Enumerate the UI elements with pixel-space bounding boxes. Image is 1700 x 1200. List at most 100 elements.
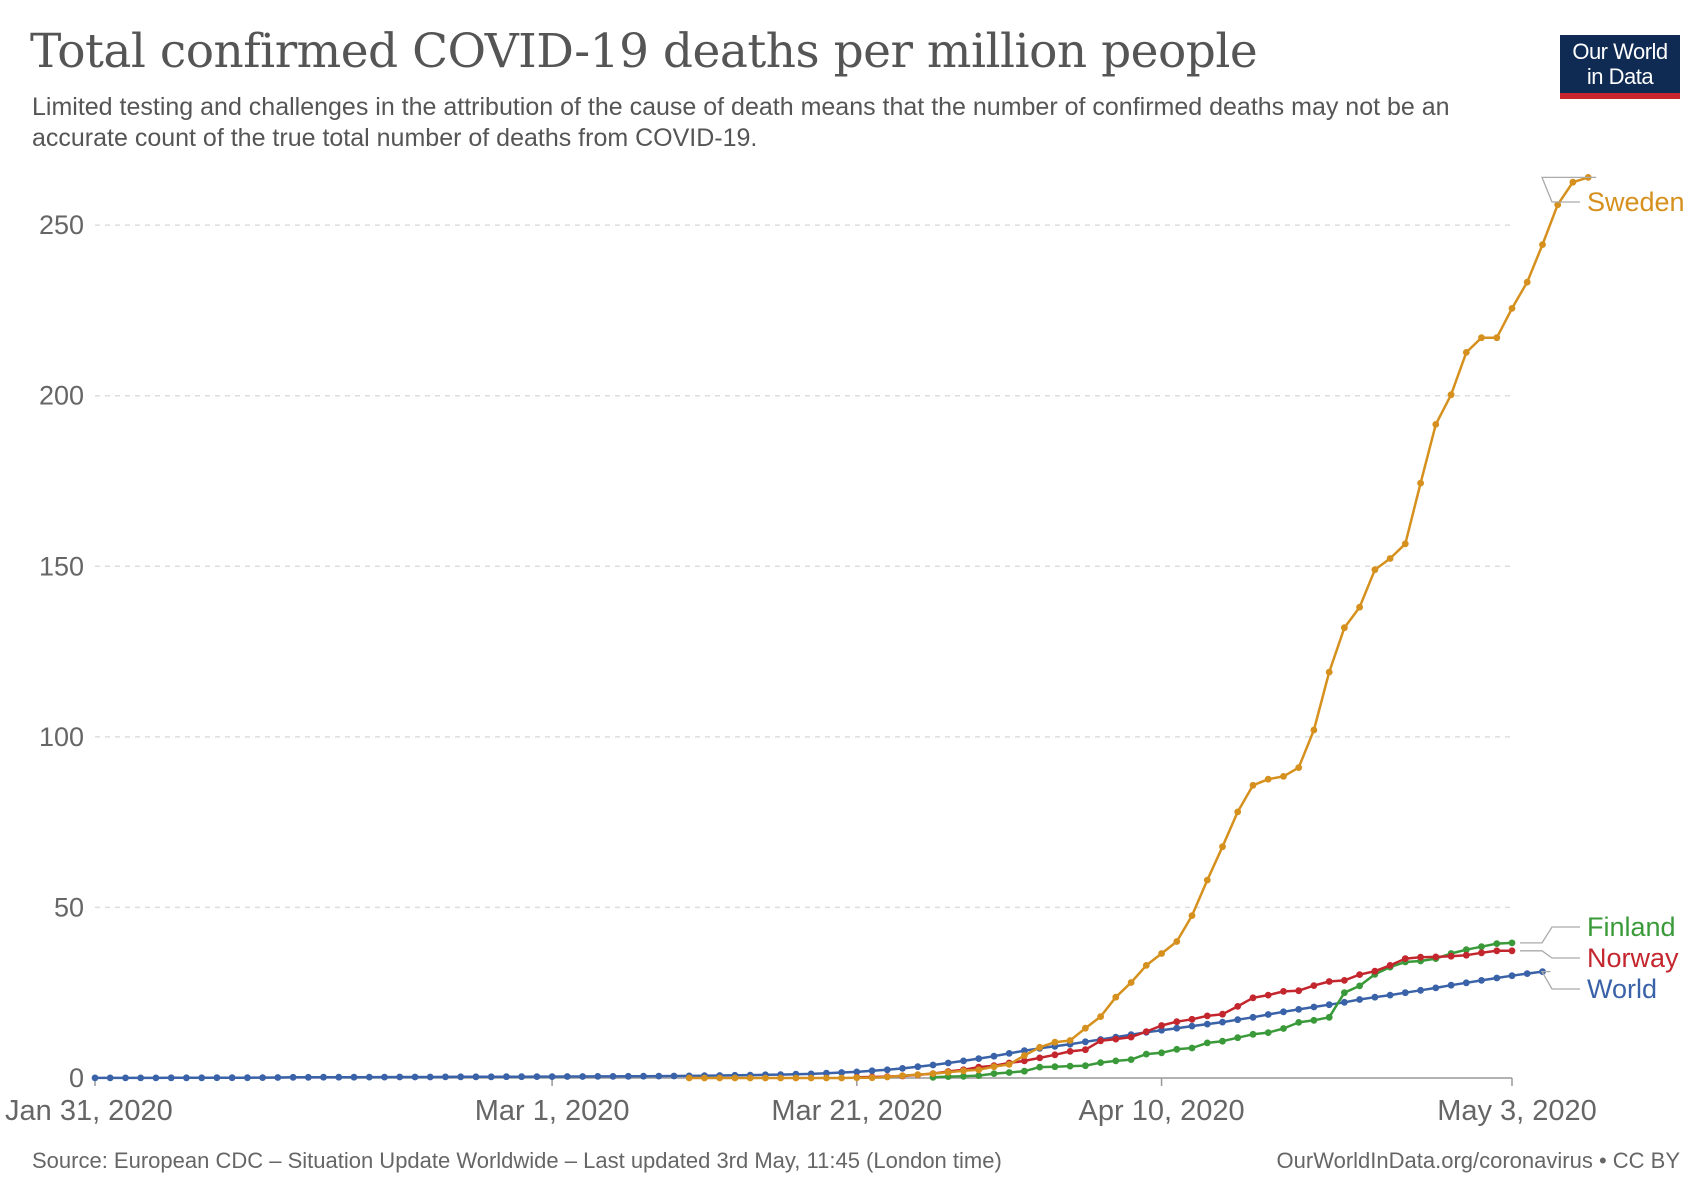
data-point-world [1005,1050,1013,1057]
data-point-world [167,1074,175,1082]
data-point-world [1219,1018,1226,1026]
data-point-world [442,1073,449,1081]
data-point-world [503,1073,510,1081]
data-point-sweden [1188,912,1196,919]
data-point-world [1082,1038,1089,1046]
data-point-world [472,1073,480,1081]
data-point-finland [1356,982,1363,990]
x-tick-label: Mar 21, 2020 [771,1095,942,1127]
data-point-sweden [777,1074,784,1082]
data-point-finland [1036,1063,1044,1071]
data-point-world [518,1073,525,1081]
data-point-world [106,1074,114,1082]
data-point-world [914,1063,922,1071]
series-label-norway: Norway [1587,943,1679,973]
series-label-connector [1541,176,1597,203]
data-point-finland [990,1070,998,1077]
data-point-sweden [1051,1038,1059,1046]
data-point-sweden [914,1071,922,1078]
data-point-norway [1234,1003,1242,1010]
license-link[interactable]: OurWorldInData.org/coronavirus • CC BY [1276,1148,1680,1173]
data-point-world [228,1074,236,1082]
data-point-finland [1021,1067,1028,1075]
data-point-finland [1188,1044,1196,1052]
data-point-norway [1432,953,1440,961]
data-point-world [1295,1006,1303,1013]
data-point-sweden [1523,278,1531,286]
data-point-finland [1493,940,1501,947]
y-tick-label: 100 [39,722,84,752]
data-point-world [320,1073,327,1081]
data-point-sweden [792,1074,800,1082]
data-point-world [1523,970,1531,977]
data-point-world [183,1074,190,1082]
data-point-norway [1249,994,1257,1002]
data-point-sweden [1493,334,1501,342]
data-point-world [563,1073,571,1080]
data-point-finland [1082,1062,1089,1070]
data-point-world [1417,986,1424,994]
data-point-norway [1478,949,1485,957]
data-point-norway [1462,951,1470,959]
data-point-finland [1127,1056,1135,1063]
data-point-finland [1341,989,1348,997]
data-point-sweden [1036,1043,1044,1051]
data-point-norway [1508,947,1516,955]
data-point-world [457,1073,465,1081]
data-point-finland [1478,943,1485,951]
data-point-sweden [1432,421,1440,428]
data-point-sweden [1356,603,1363,611]
data-point-sweden [1127,979,1135,986]
data-point-sweden [1539,241,1546,249]
data-point-world [624,1072,632,1080]
data-point-sweden [1142,962,1150,969]
data-point-sweden [1508,305,1516,312]
data-point-sweden [1401,540,1409,548]
data-point-world [1310,1003,1318,1011]
data-point-norway [1264,991,1272,999]
data-point-finland [1112,1057,1120,1065]
data-point-norway [1158,1022,1165,1029]
data-point-sweden [883,1073,891,1081]
data-point-sweden [1005,1061,1013,1068]
y-tick-label: 200 [39,381,84,411]
data-point-world [883,1066,891,1074]
data-point-world [579,1073,586,1080]
data-point-world [1021,1047,1028,1055]
data-point-norway [1280,988,1287,995]
data-point-finland [975,1072,983,1079]
data-point-world [944,1059,952,1067]
data-point-sweden [868,1074,876,1082]
data-point-finland [1295,1019,1303,1026]
data-point-world [122,1074,129,1082]
data-point-world [91,1074,99,1082]
series-label-connector [1520,950,1580,959]
owid-logo[interactable]: Our World in Data [1560,35,1680,99]
data-point-world [1386,991,1394,999]
data-point-sweden [1554,201,1562,209]
series-label-connector [1520,926,1580,944]
data-point-sweden [899,1072,906,1079]
data-point-finland [1264,1029,1272,1036]
data-point-world [1249,1013,1257,1021]
data-point-world [533,1073,541,1080]
data-point-world [1173,1024,1181,1032]
data-point-norway [1447,952,1455,960]
data-point-sweden [1478,334,1485,342]
data-point-world [487,1073,495,1081]
data-point-sweden [685,1074,693,1082]
data-point-finland [1234,1034,1242,1042]
data-point-world [594,1073,602,1080]
data-point-world [1478,977,1485,984]
data-point-world [1264,1011,1272,1018]
data-point-sweden [1462,349,1470,356]
x-tick-label: May 3, 2020 [1437,1095,1597,1127]
data-point-world [548,1073,556,1080]
data-point-norway [1036,1054,1044,1062]
data-point-world [1462,979,1470,987]
data-point-sweden [929,1070,937,1077]
data-point-norway [1401,955,1409,962]
data-point-norway [1188,1015,1196,1023]
data-point-finland [1280,1025,1287,1032]
data-point-norway [1356,971,1363,978]
